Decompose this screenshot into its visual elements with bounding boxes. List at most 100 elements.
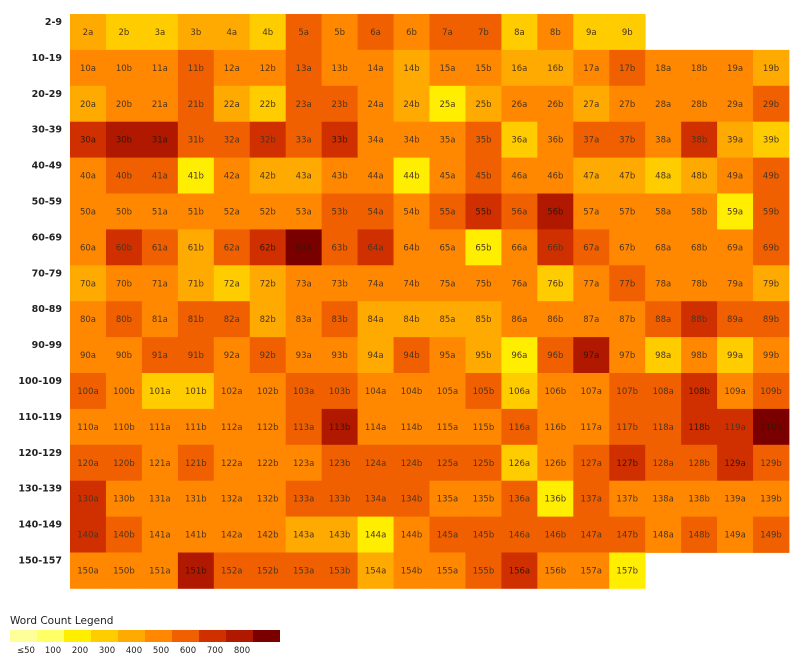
heatmap-cell-label: 141a <box>149 531 170 541</box>
heatmap-cell: 29a <box>717 85 754 123</box>
heatmap-cell: 83b <box>321 301 358 338</box>
heatmap-cell-label: 26a <box>511 100 527 110</box>
heatmap-cell-rect <box>213 408 251 446</box>
heatmap-cell: 150b <box>105 552 143 589</box>
legend-ticks: ≤50 100 200 300 400 500 600 700 800 <box>10 646 310 660</box>
heatmap-cell-label: 61a <box>152 243 168 253</box>
heatmap-cell-label: 132a <box>221 495 242 505</box>
heatmap-cell-rect <box>609 193 646 230</box>
heatmap-cell: 94a <box>357 337 394 374</box>
heatmap-cell-label: 134a <box>365 495 386 505</box>
heatmap-cell-rect <box>717 193 754 230</box>
heatmap-cell-label: 133b <box>329 495 351 505</box>
heatmap-cell: 79a <box>717 265 754 302</box>
heatmap-cell: 132b <box>249 480 287 517</box>
heatmap-cell-rect <box>70 552 107 589</box>
heatmap-cell-rect <box>105 265 143 302</box>
heatmap-cell-label: 58b <box>691 207 707 217</box>
heatmap-cell-rect <box>357 229 394 266</box>
heatmap-cell-rect <box>681 157 718 194</box>
heatmap-cell: 106a <box>501 373 538 410</box>
heatmap-cell-label: 95a <box>439 351 455 361</box>
heatmap-cell-label: 14a <box>368 64 384 74</box>
heatmap-cell-label: 63a <box>296 243 312 253</box>
heatmap-cell-label: 93a <box>296 351 312 361</box>
heatmap-cell: 28b <box>681 85 718 123</box>
heatmap-cell: 109a <box>717 373 754 410</box>
heatmap-cell-rect <box>501 49 538 87</box>
heatmap-cell-rect <box>753 516 790 553</box>
heatmap-cell-rect <box>537 480 574 517</box>
heatmap-cell: 53b <box>321 193 358 230</box>
heatmap-cell: 114a <box>357 408 394 446</box>
heatmap-cell: 125a <box>429 444 466 482</box>
heatmap-cell-label: 11a <box>152 64 168 74</box>
heatmap-cell-rect <box>213 14 251 51</box>
heatmap-cell-rect <box>681 408 718 446</box>
heatmap-cell: 143b <box>321 516 358 553</box>
heatmap-cell: 21b <box>177 85 215 123</box>
heatmap-cell-label: 65a <box>439 243 455 253</box>
heatmap-cell-rect <box>213 85 251 123</box>
heatmap-cell-label: 45a <box>439 172 455 182</box>
heatmap-cell: 149b <box>753 516 790 553</box>
heatmap-cell-rect <box>501 337 538 374</box>
heatmap-cell: 13a <box>285 49 323 87</box>
legend-swatch <box>199 630 226 642</box>
heatmap-cell-rect <box>717 229 754 266</box>
heatmap-cell-label: 142a <box>221 531 242 541</box>
heatmap-cell-label: 99b <box>763 351 779 361</box>
heatmap-cell-rect <box>645 373 682 410</box>
heatmap-cell: 117a <box>573 408 610 446</box>
heatmap-grid: 2-9 2a 2b 3a 3b 4a 4b 5a 5b 6a 6b 7a 7b 8a 8b 9a 9b 10-19… <box>18 14 790 589</box>
heatmap-cell-rect <box>141 337 179 374</box>
heatmap-cell-rect <box>681 444 718 482</box>
heatmap-cell-rect <box>573 444 610 482</box>
heatmap-cell-rect <box>609 85 646 123</box>
heatmap-cell: 44a <box>357 157 394 194</box>
heatmap-cell: 144a <box>357 516 394 553</box>
heatmap-cell: 86a <box>501 301 538 338</box>
heatmap-cell-label: 144a <box>365 531 386 541</box>
heatmap-cell: 61b <box>177 229 215 266</box>
heatmap-cell: 43b <box>321 157 358 194</box>
heatmap-cell-rect <box>609 552 646 589</box>
heatmap-cell: 59b <box>753 193 790 230</box>
heatmap-cell-label: 31a <box>152 136 168 146</box>
row-label: 100-109 <box>18 376 62 387</box>
heatmap-cell: 143a <box>285 516 323 553</box>
heatmap-cell-label: 123b <box>329 459 351 469</box>
heatmap-cell-rect <box>537 337 574 374</box>
heatmap-cell: 108b <box>681 373 718 410</box>
heatmap-cell-rect <box>177 85 215 123</box>
heatmap-cell-label: 94a <box>368 351 384 361</box>
heatmap-cell-label: 7b <box>478 28 489 38</box>
heatmap-cell: 9b <box>609 14 646 51</box>
heatmap-cell: 155b <box>465 552 502 589</box>
heatmap-cell-label: 36b <box>547 136 563 146</box>
heatmap-cell: 26b <box>537 85 574 123</box>
heatmap-cell-label: 103a <box>293 387 314 397</box>
heatmap-cell-label: 74b <box>403 279 419 289</box>
heatmap-cell-rect <box>357 193 394 230</box>
heatmap-cell-rect <box>645 49 682 87</box>
heatmap-cell-label: 83b <box>332 315 348 325</box>
heatmap-cell: 68b <box>681 229 718 266</box>
heatmap-cell-label: 9a <box>586 28 597 38</box>
heatmap-cell: 106b <box>537 373 574 410</box>
heatmap-cell-label: 79b <box>763 279 779 289</box>
heatmap-cell: 118a <box>645 408 682 446</box>
heatmap-cell-label: 12b <box>260 64 276 74</box>
heatmap-cell-rect <box>177 121 215 158</box>
heatmap-cell: 151a <box>141 552 179 589</box>
heatmap-cell: 61a <box>141 229 179 266</box>
heatmap-cell: 83a <box>285 301 323 338</box>
heatmap-cell-label: 156b <box>545 566 567 576</box>
heatmap-cell: 115b <box>465 408 502 446</box>
heatmap-cell: 49b <box>753 157 790 194</box>
heatmap-cell: 38b <box>681 121 718 158</box>
heatmap-cell: 33b <box>321 121 358 158</box>
heatmap-cell: 74a <box>357 265 394 302</box>
heatmap-cell-rect <box>213 516 251 553</box>
heatmap-cell: 120b <box>105 444 143 482</box>
